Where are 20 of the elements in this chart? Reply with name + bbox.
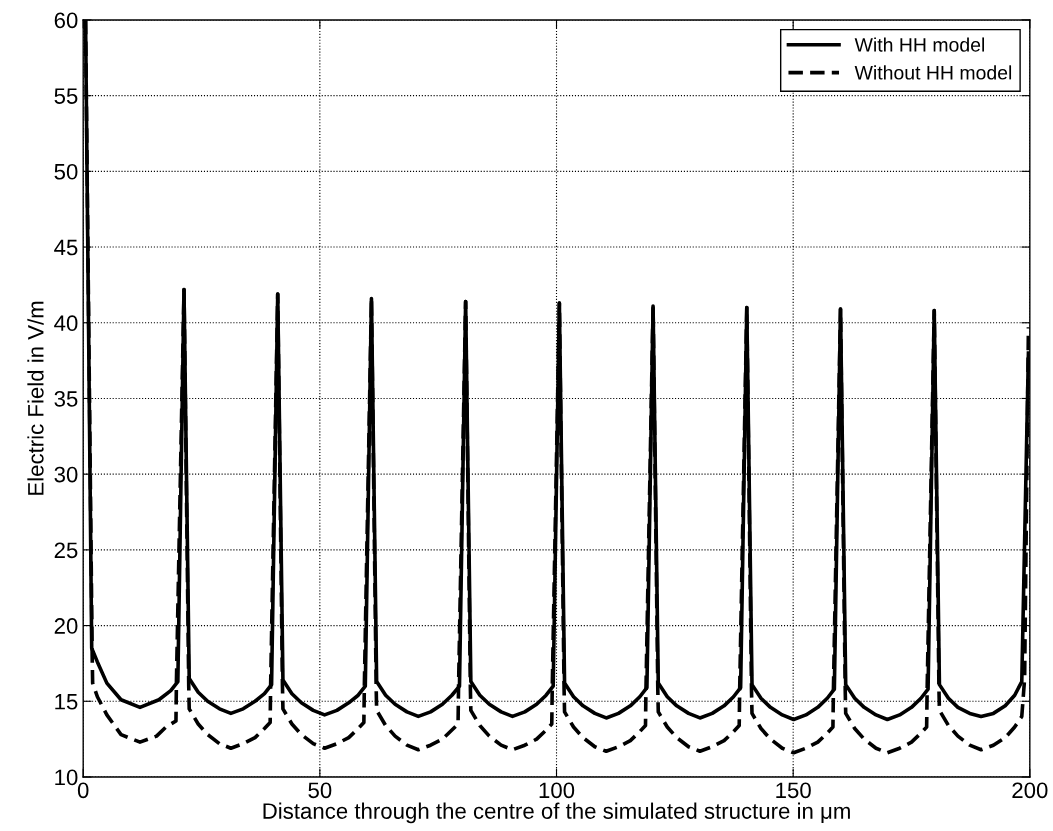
x-tick-label: 50 — [308, 782, 332, 799]
y-tick-label: 40 — [54, 315, 78, 332]
y-tick-label: 15 — [55, 694, 78, 710]
y-tick-label: 50 — [54, 163, 78, 180]
y-tick-label: 60 — [54, 12, 78, 29]
x-tick-label: 0 — [77, 782, 89, 799]
y-tick-label: 55 — [54, 88, 78, 104]
legend-label: Without HH model — [854, 65, 1012, 80]
legend-label: With HH model — [854, 37, 985, 52]
y-tick-label: 45 — [54, 239, 78, 256]
x-tick-label: 100 — [539, 782, 575, 799]
x-tick-label: 200 — [1012, 782, 1048, 799]
y-axis-title: Electric Field in V/m — [27, 301, 44, 495]
y-tick-label: 35 — [54, 391, 78, 407]
y-tick-label: 20 — [54, 618, 78, 634]
x-axis-title: Distance through the centre of the simulated structure in μm — [263, 802, 850, 824]
y-tick-label: 10 — [55, 769, 78, 786]
y-tick-label: 25 — [54, 542, 78, 559]
y-tick-label: 30 — [54, 466, 78, 483]
x-tick-label: 150 — [776, 782, 811, 799]
